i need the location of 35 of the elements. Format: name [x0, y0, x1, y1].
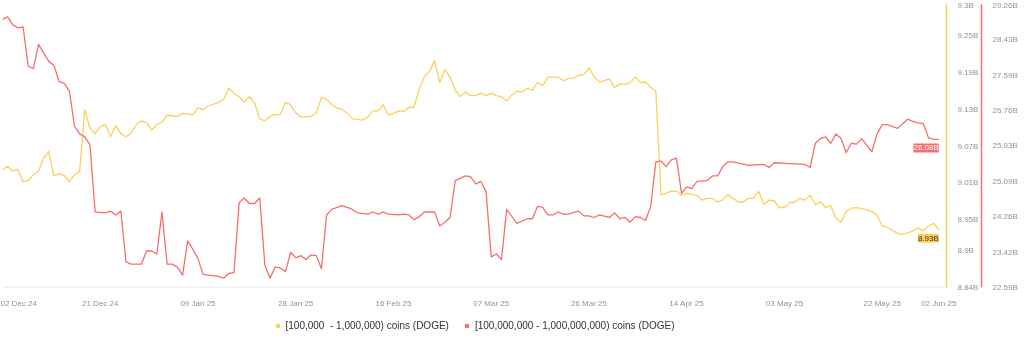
y-tick-label: 8.9B: [957, 246, 974, 256]
x-tick-label: 28 Jan 25: [278, 298, 314, 308]
y2-tick-label: 22.59B: [992, 283, 1018, 292]
legend-label: [100,000,000 - 1,000,000,000) coins (DOGE): [474, 319, 675, 331]
y-tick-label: 9.01B: [957, 178, 979, 188]
y-tick-label: 8.95B: [957, 215, 979, 225]
x-tick-label: 16 Feb 25: [375, 298, 413, 308]
x-tick-label: 09 Jan 25: [180, 298, 217, 308]
line-series: [2, 59, 940, 236]
annotation: 26.08B: [913, 143, 939, 153]
y2-tick-label: 25.09B: [992, 176, 1018, 186]
x-tick-label: 07 Mar 25: [473, 298, 510, 308]
y-tick-label: 8.84B: [957, 283, 979, 292]
x-tick-label: 21 Dec 24: [82, 298, 120, 308]
y-tick-label: 9.07B: [957, 141, 979, 151]
x-tick-label: 26 Mar 25: [570, 298, 608, 308]
y2-tick-label: 24.26B: [992, 212, 1018, 222]
x-tick-label: 02 Jun 25: [921, 298, 957, 308]
y-tick-label: 9.19B: [957, 67, 979, 77]
y-tick-label: 9.25B: [957, 30, 979, 40]
x-tick-label: 02 Dec 24: [0, 298, 38, 308]
y2-tick-label: 26.76B: [992, 106, 1018, 116]
x-tick-label: 03 May 25: [765, 298, 804, 308]
y2-tick-label: 29.26B: [992, 0, 1018, 10]
x-tick-label: 22 May 25: [863, 298, 902, 308]
y2-tick-label: 23.42B: [992, 247, 1018, 257]
legend-label: [100,000 - 1,000,000) coins (DOGE): [285, 319, 449, 331]
y-tick-label: 9.13B: [957, 104, 979, 114]
y2-tick-label: 27.59B: [992, 70, 1018, 80]
y2-tick-label: 28.43B: [992, 35, 1018, 45]
y-tick-label: 9.3B: [957, 0, 974, 10]
line-series: [2, 16, 940, 279]
y2-tick-label: 25.93B: [992, 141, 1018, 151]
annotation: 8.93B: [917, 233, 939, 243]
x-tick-label: 14 Apr 25: [669, 298, 705, 308]
